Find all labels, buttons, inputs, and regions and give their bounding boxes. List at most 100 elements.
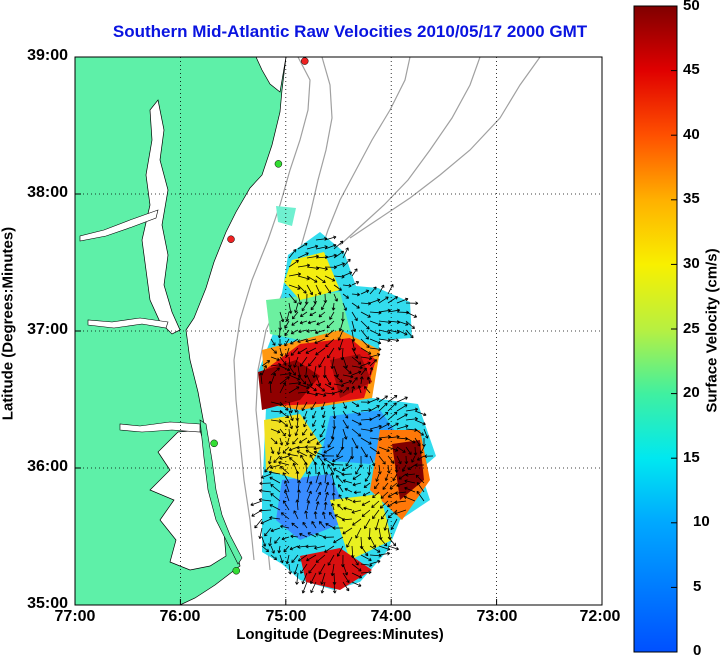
velocity-arrow [306,481,313,493]
velocity-arrow [261,360,271,367]
potomac-river [79,209,159,242]
velocity-arrow [414,428,424,436]
velocity-arrow [344,497,353,502]
velocity-arrow [281,536,290,541]
station-marker [301,57,309,65]
velocity-arrow [305,449,317,457]
velocity-arrow [369,353,381,358]
velocity-arrow [416,490,425,502]
velocity-arrow [328,511,335,520]
velocity-arrow [332,455,344,463]
velocity-arrow [387,455,395,464]
velocity-arrow [261,545,270,553]
velocity-arrow [295,410,300,421]
velocity-arrow [279,455,290,460]
velocity-arrow [287,428,292,438]
velocity-arrow [369,338,382,345]
velocity-arrow [360,356,373,361]
velocity-arrow [387,338,400,343]
velocity-arrow [342,387,350,394]
velocity-arrow [326,320,335,329]
velocity-arrow [384,473,389,481]
velocity-arrow [320,302,326,311]
velocity-arrow [369,405,380,412]
velocity-arrow [315,275,326,284]
velocity-arrow [351,581,362,587]
velocity-arrow [270,446,275,454]
velocity-arrow [312,419,317,427]
velocity-arrow [378,545,391,551]
velocity-arrow [380,509,389,520]
velocity-arrow [285,311,290,322]
velocity-arrow [351,302,360,309]
velocity-arrow [325,329,335,338]
velocity-arrow [306,554,317,562]
x-tick-label: 75:00 [265,608,307,625]
velocity-arrow [264,527,272,537]
velocity-arrow [267,455,272,465]
velocity-arrow [279,356,287,366]
velocity-arrow [288,272,302,277]
velocity-arrow [331,462,344,467]
velocity-arrow [342,356,348,369]
velocity-blob-darkred-2 [330,354,372,398]
velocity-arrow [403,495,416,502]
velocity-arrow [333,468,344,475]
velocity-arrow [316,437,326,445]
velocity-arrow [396,455,402,465]
velocity-arrow [324,275,336,282]
velocity-arrow [279,382,287,394]
velocity-arrow [314,545,326,550]
velocity-arrow [342,572,350,584]
delaware-bay [255,57,287,93]
velocity-arrow [318,356,326,368]
velocity-arrow [342,365,352,374]
velocity-arrow [293,510,299,520]
velocity-arrow [378,446,390,452]
velocity-arrow [297,489,301,502]
velocity-arrow [297,252,309,259]
velocity-arrow [416,482,425,493]
velocity-arrow [351,377,358,385]
velocity-arrow [396,329,408,336]
velocity-arrow [369,455,376,467]
velocity-arrow [324,391,335,396]
velocity-arrow [405,320,415,329]
velocity-arrow [310,581,317,594]
velocity-arrow [334,514,344,520]
velocity-blob-offshore [276,206,296,226]
velocity-arrow [299,532,308,538]
velocity-arrow [321,453,335,458]
velocity-arrow [344,487,353,493]
velocity-arrow [332,581,337,594]
velocity-arrow [329,311,335,320]
velocity-arrow [309,311,317,317]
velocity-arrow [287,452,299,457]
velocity-arrow [378,455,386,465]
velocity-arrow [363,518,371,529]
velocity-arrow [351,365,363,370]
velocity-arrow [279,376,290,385]
velocity-arrow [324,471,329,484]
velocity-arrow [340,311,345,322]
velocity-arrow [353,490,362,495]
velocity-arrow [315,491,322,502]
colorbar [633,5,678,653]
velocity-arrow [259,481,272,486]
velocity-arrow [331,302,336,311]
velocity-arrow [294,428,299,436]
velocity-arrow [310,302,317,311]
velocity-arrow [297,284,307,294]
velocity-arrow [327,554,335,566]
velocity-arrow [342,293,350,299]
velocity-arrow [315,481,322,493]
velocity-arrow [378,551,391,556]
velocity-arrow [297,545,308,549]
velocity-arrow [360,570,372,575]
velocity-arrow [414,410,427,417]
velocity-arrow [259,372,263,385]
velocity-arrow [342,428,348,440]
velocity-arrow [422,437,426,448]
velocity-arrow [302,521,308,529]
velocity-arrow [315,532,326,538]
